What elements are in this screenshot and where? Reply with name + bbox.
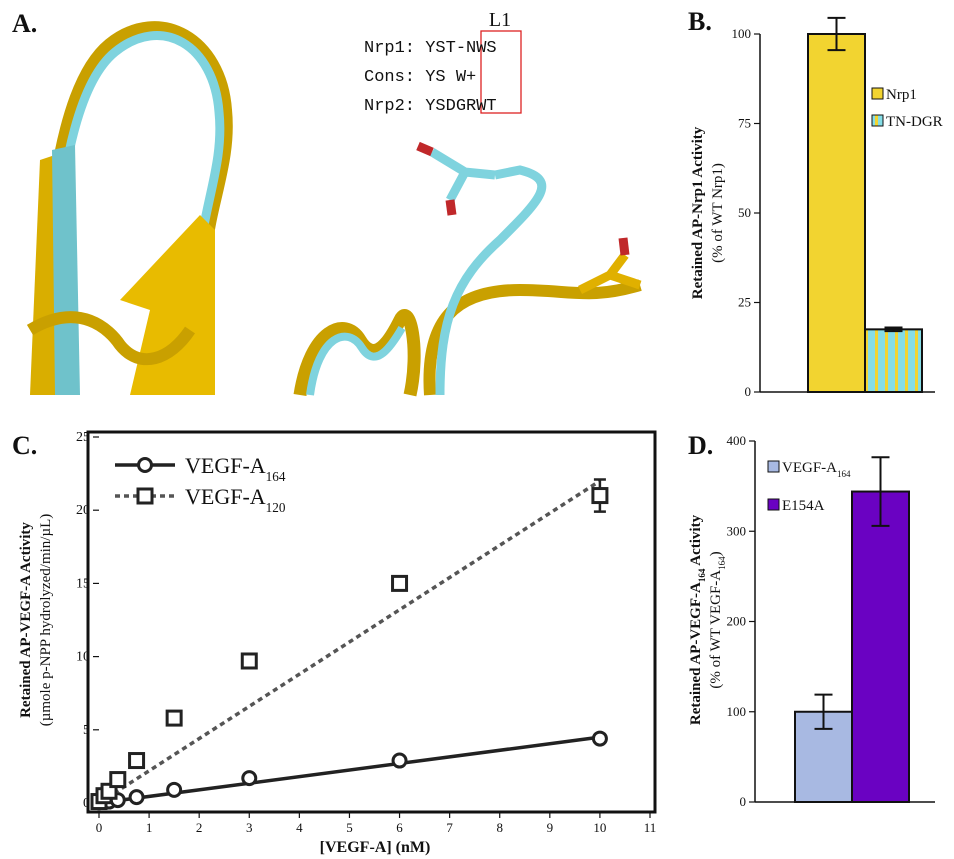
y-tick-label: 50 [738,205,751,220]
legend-subscript: 120 [266,500,286,515]
y-axis-label: Retained AP-Nrp1 Activity(% of WT Nrp1) [690,126,726,299]
x-tick-label: 4 [296,820,303,835]
legend-swatch [768,461,779,472]
legend-marker [138,489,152,503]
y-label-line-part: (µmole p-NPP hydrolyzed/min/µL) [38,514,54,727]
y-label-line: (µmole p-NPP hydrolyzed/min/µL) [38,514,54,727]
legend-name: VEGF-A [782,460,837,476]
y-tick-label: 400 [727,433,747,448]
x-tick-label: 1 [146,820,153,835]
loop-label: L1 [489,9,511,31]
y-tick-label: 0 [745,384,752,399]
marker [242,654,256,668]
legend-swatch [872,115,883,126]
bar [865,329,922,392]
structure-render [30,0,655,395]
y-label-line-part: Retained AP-Nrp1 Activity [690,126,706,299]
y-label-line: (% of WT Nrp1) [710,163,726,263]
y-tick-label: 300 [727,523,747,538]
panel-label: B. [688,7,712,36]
alignment-line: Cons: YS W+ [364,68,476,87]
y-label-line-part: Retained AP-VEGF-A Activity [18,522,34,718]
legend-label: VEGF-A164 [185,453,286,484]
y-tick-label: 100 [732,26,752,41]
bar [808,34,865,392]
chart: C. Retained AP-VEGF-A Activity(µmole p-NP… [12,430,656,856]
marker [393,576,407,590]
y-tick-label: 25 [738,295,751,310]
x-tick-label: 7 [446,820,453,835]
panel-label: D. [688,431,713,460]
legend-label: TN-DGR [886,114,943,130]
y-label-line-part: (% of WT Nrp1) [710,163,726,263]
legend-name: TN-DGR [886,114,943,130]
legend-subscript: 164 [266,469,286,484]
x-tick-label: 8 [496,820,503,835]
y-label-line-part: (% of WT VEGF-A [708,570,724,689]
y-tick-label: 0 [740,794,747,809]
marker [167,711,181,725]
y-label-line-part: Activity [688,514,704,568]
y-label-line: Retained AP-VEGF-A Activity [18,522,34,718]
y-label-line-part: 164 [697,568,707,582]
x-tick-label: 11 [644,820,657,835]
y-axis-label: Retained AP-VEGF-A Activity(µmole p-NPP … [18,514,54,727]
marker [111,773,125,787]
legend-name: VEGF-A [185,484,266,509]
legend-marker [139,459,152,472]
panel-label: C. [12,431,37,460]
alignment-line: Nrp2: YSDGRWT [364,97,497,116]
marker [593,732,606,745]
marker [130,754,144,768]
plot-frame [88,432,655,812]
marker [593,489,607,503]
y-tick-label: 75 [738,116,751,131]
legend-label: Nrp1 [886,87,917,103]
legend-name: E154A [782,498,825,514]
panel-label: A. [12,9,37,38]
y-label-line: Retained AP-VEGF-A164 Activity [688,514,707,725]
x-tick-label: 5 [346,820,353,835]
marker [243,772,256,785]
chart: D.Retained AP-VEGF-A164 Activity(% of WT… [688,431,935,809]
y-tick-label: 100 [727,704,747,719]
legend-swatch [768,499,779,510]
figure: A. L1 Nrp1: YST-NWS Cons: YS W+ Nrp2: YSDG… [0,0,954,859]
y-label-line-part: ) [708,551,724,556]
legend-subscript: 164 [837,469,851,479]
legend-name: Nrp1 [886,87,917,103]
y-label-line: Retained AP-Nrp1 Activity [690,126,706,299]
x-tick-label: 3 [246,820,253,835]
chart: B. Retained AP-Nrp1 Activity(% of WT Nrp1… [688,7,943,399]
fit-line [99,481,600,803]
legend-label: VEGF-A120 [185,484,286,515]
x-tick-label: 2 [196,820,203,835]
y-label-line: (% of WT VEGF-A164) [708,551,727,688]
marker [130,791,143,804]
y-tick-label: 200 [727,614,747,629]
x-tick-label: 9 [547,820,554,835]
legend-swatch [872,88,883,99]
legend-label: E154A [782,498,825,514]
y-label-line-part: 164 [717,556,727,570]
legend-name: VEGF-A [185,453,266,478]
marker [393,754,406,767]
y-axis-label: Retained AP-VEGF-A164 Activity(% of WT V… [688,514,727,725]
alignment-line: Nrp1: YST-NWS [364,39,497,58]
x-axis-label: [VEGF-A] (nM) [320,839,431,856]
x-tick-label: 0 [96,820,103,835]
x-tick-label: 10 [593,820,606,835]
legend-label: VEGF-A164 [782,460,851,479]
marker [168,783,181,796]
bar [852,492,909,802]
y-label-line-part: Retained AP-VEGF-A [688,582,704,725]
x-tick-label: 6 [396,820,403,835]
